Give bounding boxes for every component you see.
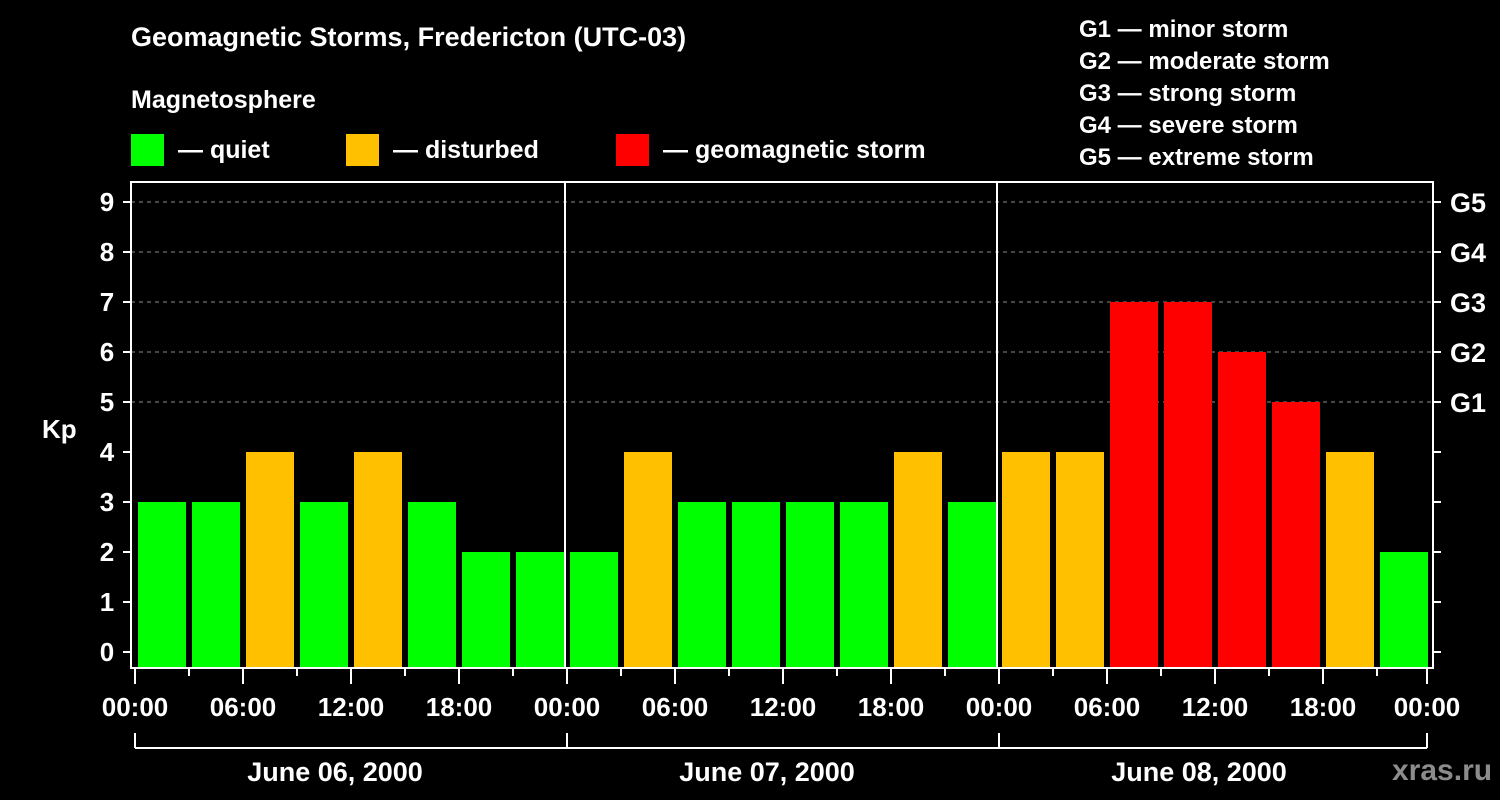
- y-tick-label: 5: [100, 387, 114, 417]
- kp-bar: [786, 502, 834, 667]
- legend-storm: — geomagnetic storm: [616, 134, 926, 166]
- chart-subtitle: Magnetosphere: [131, 86, 316, 114]
- kp-bar: [1218, 352, 1266, 667]
- day-label: June 08, 2000: [1111, 757, 1287, 787]
- x-tick-label: 18:00: [1290, 692, 1357, 722]
- x-tick-label: 18:00: [426, 692, 493, 722]
- y-tick-label: 0: [100, 637, 114, 667]
- g-scale-label: G1: [1450, 388, 1486, 418]
- day-brackets: June 06, 2000 June 07, 2000 June 08, 2000: [134, 733, 1428, 787]
- x-tick-label: 12:00: [750, 692, 817, 722]
- kp-bar: [408, 502, 456, 667]
- kp-bar: [462, 552, 510, 667]
- kp-bar: [948, 502, 996, 667]
- kp-bar: [570, 552, 618, 667]
- storm-scale-g5: G5 — extreme storm: [1079, 144, 1314, 171]
- y-tick-label: 1: [100, 587, 114, 617]
- g-scale-axis: G1 G2 G3 G4 G5: [1433, 188, 1486, 653]
- legend-swatch-storm: [616, 134, 649, 166]
- kp-bar: [894, 452, 942, 667]
- kp-bar: [1002, 452, 1050, 667]
- kp-bar: [300, 502, 348, 667]
- kp-bar: [1272, 402, 1320, 667]
- storm-scale-g3: G3 — strong storm: [1079, 80, 1297, 107]
- bar-series: [138, 302, 1428, 667]
- storm-scale-g4: G4 — severe storm: [1079, 112, 1298, 139]
- kp-bar: [138, 502, 186, 667]
- storm-scale-legend: G1 — minor storm G2 — moderate storm G3 …: [1079, 14, 1330, 174]
- g-scale-label: G2: [1450, 338, 1486, 368]
- y-axis-label: Kp: [42, 414, 77, 444]
- legend-swatch-disturbed: [346, 134, 379, 166]
- legend-label-quiet: — quiet: [178, 135, 270, 164]
- watermark: xras.ru: [1392, 754, 1493, 787]
- y-tick-label: 3: [100, 487, 114, 517]
- day-label: June 07, 2000: [679, 757, 855, 787]
- kp-bar: [840, 502, 888, 667]
- kp-bar: [354, 452, 402, 667]
- x-tick-label: 00:00: [966, 692, 1033, 722]
- x-tick-label: 06:00: [642, 692, 709, 722]
- y-tick-label: 6: [100, 337, 114, 367]
- kp-bar: [192, 502, 240, 667]
- x-tick-label: 00:00: [1394, 692, 1461, 722]
- y-tick-label: 9: [100, 187, 114, 217]
- g-scale-label: G3: [1450, 288, 1486, 318]
- kp-bar: [516, 552, 564, 667]
- x-tick-label: 06:00: [1074, 692, 1141, 722]
- chart-title: Geomagnetic Storms, Fredericton (UTC-03): [131, 22, 687, 52]
- legend-label-storm: — geomagnetic storm: [663, 135, 926, 164]
- kp-bar: [1380, 552, 1428, 667]
- y-tick-label: 4: [100, 437, 115, 467]
- y-tick-label: 7: [100, 287, 114, 317]
- x-tick-label: 06:00: [210, 692, 277, 722]
- gridlines: [131, 201, 1433, 403]
- x-axis: 00:00 06:00 12:00 18:00 00:00 06:00 12:00 18:00…: [102, 668, 1461, 722]
- y-tick-label: 2: [100, 537, 114, 567]
- legend-label-disturbed: — disturbed: [393, 135, 539, 164]
- legend-swatch-quiet: [131, 134, 164, 166]
- g-scale-label: G4: [1450, 238, 1486, 268]
- y-tick-label: 8: [100, 237, 114, 267]
- day-label: June 06, 2000: [247, 757, 423, 787]
- storm-scale-g1: G1 — minor storm: [1079, 16, 1289, 43]
- kp-bar: [246, 452, 294, 667]
- y-axis: 0 1 2 3 4 5 6 7 8 9: [100, 187, 131, 667]
- kp-bar: [1110, 302, 1158, 667]
- kp-bar: [678, 502, 726, 667]
- legend-disturbed: — disturbed: [346, 134, 539, 166]
- g-scale-label: G5: [1450, 188, 1486, 218]
- legend-quiet: — quiet: [131, 134, 270, 166]
- x-tick-label: 00:00: [534, 692, 601, 722]
- kp-bar: [1056, 452, 1104, 667]
- x-tick-label: 00:00: [102, 692, 169, 722]
- x-tick-label: 18:00: [858, 692, 925, 722]
- x-tick-label: 12:00: [318, 692, 385, 722]
- storm-scale-g2: G2 — moderate storm: [1079, 48, 1330, 75]
- kp-bar: [624, 452, 672, 667]
- x-tick-label: 12:00: [1182, 692, 1249, 722]
- kp-bar: [1326, 452, 1374, 667]
- kp-bar: [732, 502, 780, 667]
- kp-bar: [1164, 302, 1212, 667]
